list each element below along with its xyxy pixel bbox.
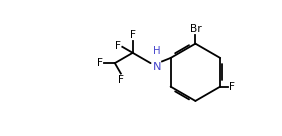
Text: F: F <box>130 30 136 40</box>
Text: Br: Br <box>190 24 201 35</box>
Text: F: F <box>97 58 103 68</box>
Text: F: F <box>229 82 235 92</box>
Text: F: F <box>118 75 124 85</box>
Text: N: N <box>153 62 161 72</box>
Text: F: F <box>115 41 121 51</box>
Text: H: H <box>153 46 161 56</box>
